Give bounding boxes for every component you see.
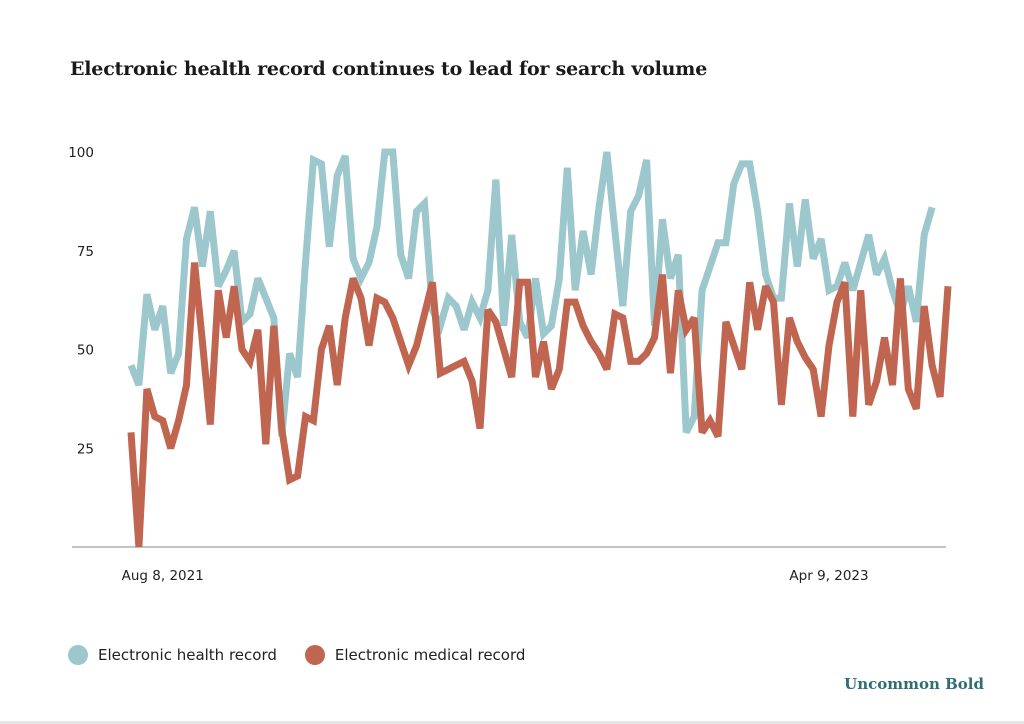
legend-label-health-record: Electronic health record: [98, 646, 277, 664]
legend-item-medical-record: Electronic medical record: [304, 645, 526, 665]
brand-logo-text: Uncommon Bold: [844, 675, 984, 693]
y-tick-label: 100: [68, 145, 94, 161]
y-axis-ticks: 25 50 75 100: [68, 145, 94, 457]
legend-dot-icon: [68, 645, 88, 665]
legend-item-health-record: Electronic health record: [68, 645, 277, 665]
legend: Electronic health record Electronic medi…: [68, 645, 553, 665]
bottom-divider: [0, 721, 1024, 724]
y-tick-label: 25: [77, 441, 94, 457]
legend-label-medical-record: Electronic medical record: [334, 646, 526, 664]
legend-dot-icon: [304, 645, 325, 665]
series-line-medical-record: [127, 262, 952, 548]
line-chart: 25 50 75 100 Aug 8, 2021 Apr 9, 2023: [68, 145, 952, 584]
chart-title: Electronic health record continues to le…: [70, 58, 708, 80]
x-axis-ticks: Aug 8, 2021 Apr 9, 2023: [122, 568, 869, 584]
series-layer: [127, 148, 952, 548]
x-tick-label: Aug 8, 2021: [122, 568, 204, 584]
x-tick-label: Apr 9, 2023: [789, 568, 868, 584]
y-tick-label: 50: [77, 343, 94, 359]
y-tick-label: 75: [77, 244, 94, 260]
